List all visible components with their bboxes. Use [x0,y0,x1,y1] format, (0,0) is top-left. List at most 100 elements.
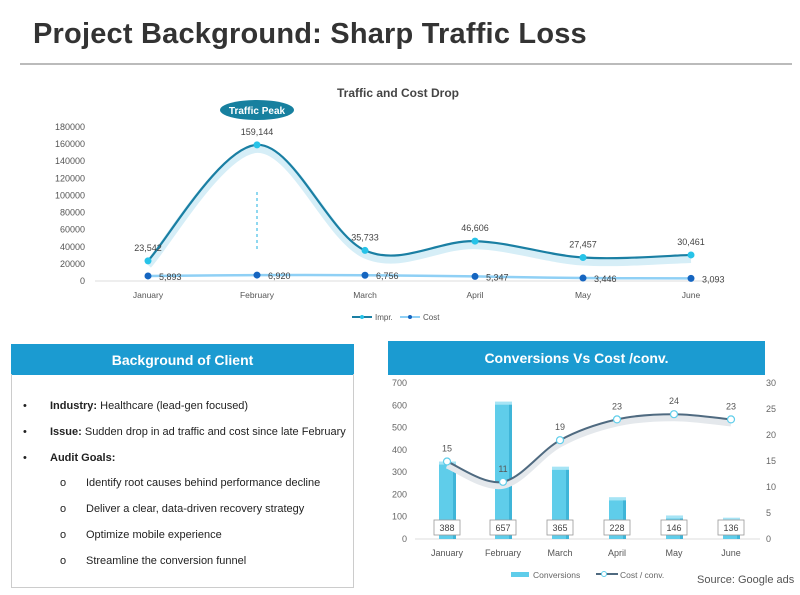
cost-conv-point [442,457,452,466]
cost-point [253,271,261,279]
bullet-label: Issue: [50,426,82,438]
x-tick-label: May [665,548,683,558]
y-tick-label: 180000 [55,122,85,132]
cost-data-label: 6,756 [376,271,399,281]
traffic-cost-chart: Traffic and Cost Drop 0 20000 40000 60000 800… [55,86,725,322]
right-y-tick-label: 20 [766,430,776,440]
traffic-peak-callout [220,100,294,120]
client-bullet: • Industry: Healthcare (lead-gen focused) [23,400,248,412]
conversion-bar-side [509,404,512,539]
conversion-bar [439,464,453,539]
impr-point [361,246,369,254]
right-y-tick-label: 10 [766,482,776,492]
conversion-data-label: 146 [666,523,681,533]
y-tick-label: 140000 [55,156,85,166]
sub-bullet-text: Optimize mobile experience [86,529,222,541]
conversions-header: Conversions Vs Cost /conv. [388,341,765,375]
conversion-data-label: 388 [439,523,454,533]
cost-point [687,274,695,282]
cost-conv-point [726,415,736,424]
x-tick-label: June [721,548,741,558]
impr-data-label: 46,606 [461,223,489,233]
conversion-label-box [489,519,517,536]
right-y-tick-label: 30 [766,378,776,388]
bullet-text: Sudden drop in ad traffic and cost since… [81,426,346,438]
legend-impr-label: Impr. [375,313,393,322]
conversion-label-box [660,519,688,536]
impr-point [471,237,479,245]
impr-data-label: 30,461 [677,237,705,247]
cost-conv-data-label: 23 [726,401,736,411]
source-note: Source: Google ads [697,574,795,586]
bullet-marker: • [23,400,27,412]
conversion-bar-top [609,497,626,501]
x-tick-label: May [575,290,592,300]
conversion-data-label: 657 [495,523,510,533]
sub-bullet-text: Identify root causes behind performance … [86,477,321,489]
conversion-bar-top [552,466,569,470]
cost-line [147,273,692,280]
conversion-bar [609,500,623,539]
traffic-peak-label: Traffic Peak [229,106,286,117]
client-sub-bullet: o Streamline the conversion funnel [60,555,247,567]
y-tick-label: 160000 [55,139,85,149]
client-box [11,374,354,588]
client-sub-bullet: o Deliver a clear, data-driven recovery s… [60,503,305,515]
conversion-data-label: 228 [609,523,624,533]
left-y-tick-label: 500 [392,423,407,433]
impr-point [253,141,261,149]
legend-cost-marker [408,315,412,319]
chart-title: Traffic and Cost Drop [337,86,459,100]
legend-impr-marker [360,315,364,319]
conversion-data-label: 365 [552,523,567,533]
cost-conv-data-label: 24 [669,396,679,406]
impr-data-label: 35,733 [351,232,379,242]
impr-line-shadow [144,144,692,268]
bullet-label: Industry: [50,400,98,412]
cost-data-label: 6,920 [268,271,291,281]
conversion-label-box [717,519,745,536]
cost-conv-line [446,413,732,484]
page-title: Project Background: Sharp Traffic Loss [33,18,587,50]
cost-data-label: 5,347 [486,272,509,282]
bullet-marker: • [23,426,27,438]
cost-point [361,271,369,279]
conversion-bar [723,520,737,539]
conversion-bar-side [453,464,456,539]
sub-bullet-marker: o [60,477,67,489]
conversion-bar-side [737,520,740,539]
sub-bullet-text: Streamline the conversion funnel [86,555,247,567]
client-bullet: • Audit Goals: [23,452,116,464]
cost-point [471,272,479,280]
conversion-bar-side [566,469,569,539]
y-tick-label: 40000 [60,242,85,252]
y-tick-label: 60000 [60,225,85,235]
cost-conv-point [612,415,622,424]
conversion-bar-top [495,401,512,405]
conversion-bar-top [439,461,456,465]
impr-point [144,257,152,265]
right-y-tick-label: 25 [766,404,776,414]
client-box-header: Background of Client [11,344,354,375]
legend-cost-conv-label: Cost / conv. [620,570,664,580]
impr-point [579,254,587,262]
bullet-label: Audit Goals: [50,452,116,464]
cost-conv-data-label: 11 [498,464,507,474]
x-tick-label: February [240,290,275,300]
cost-conv-point [555,436,565,445]
impr-data-label: 159,144 [241,127,274,137]
impr-point [687,251,695,259]
conversion-bar-top [723,517,740,521]
conversion-label-box [603,519,631,536]
cost-data-label: 3,093 [702,274,725,284]
sub-bullet-text: Deliver a clear, data-driven recovery st… [86,503,305,515]
cost-conv-data-label: 19 [555,422,565,432]
conversion-bar-top [666,515,683,519]
x-tick-label: April [466,290,483,300]
legend-conversions-label: Conversions [533,570,580,580]
conversion-data-label: 136 [723,523,738,533]
cost-conv-point [669,410,679,419]
x-tick-label: March [547,548,572,558]
sub-bullet-marker: o [60,529,67,541]
cost-conv-data-label: 15 [442,444,452,454]
